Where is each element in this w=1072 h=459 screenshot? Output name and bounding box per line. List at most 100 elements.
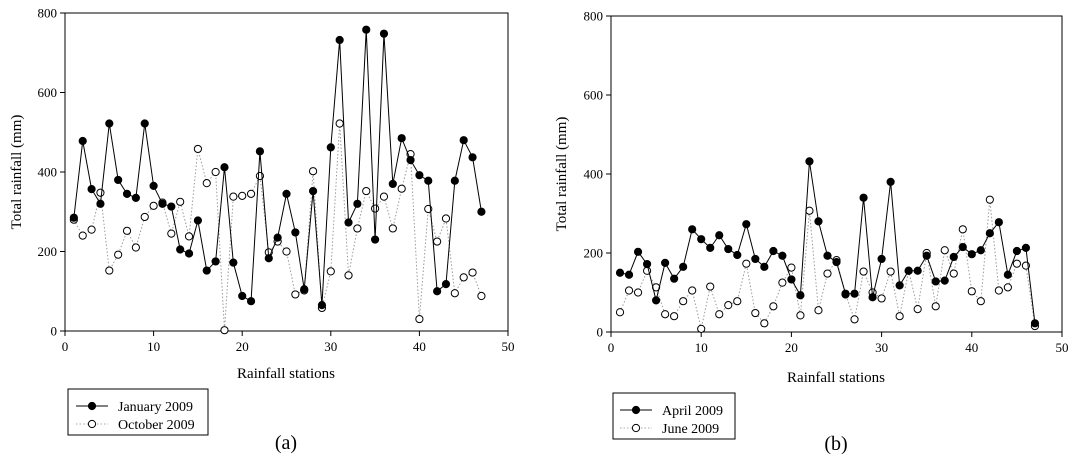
data-point bbox=[255, 147, 265, 156]
data-point bbox=[760, 262, 769, 271]
data-point bbox=[940, 276, 949, 285]
data-point bbox=[433, 237, 442, 246]
data-point bbox=[78, 231, 87, 240]
data-point bbox=[353, 224, 362, 233]
legend-marker-filled bbox=[631, 405, 641, 415]
data-point bbox=[415, 171, 424, 180]
data-point bbox=[220, 163, 229, 172]
legend-marker-filled bbox=[87, 401, 97, 411]
data-point bbox=[477, 291, 486, 301]
y-tick-label: 0 bbox=[597, 325, 604, 340]
data-point bbox=[661, 310, 670, 319]
x-tick-label: 40 bbox=[965, 340, 978, 355]
data-point bbox=[724, 244, 733, 254]
x-tick-label: 50 bbox=[1056, 340, 1069, 355]
data-point bbox=[450, 176, 459, 185]
data-point bbox=[985, 195, 994, 204]
data-point bbox=[371, 235, 380, 244]
x-tick-label: 50 bbox=[502, 339, 515, 354]
data-point bbox=[615, 308, 625, 317]
data-point bbox=[114, 250, 123, 259]
data-point bbox=[96, 199, 105, 208]
data-point bbox=[140, 212, 149, 222]
data-point bbox=[379, 192, 389, 201]
data-point bbox=[326, 267, 335, 276]
data-point bbox=[895, 312, 904, 321]
x-axis-title: Rainfall stations bbox=[237, 366, 335, 382]
data-point bbox=[433, 287, 442, 296]
y-axis-title: Total rainfall (mm) bbox=[9, 115, 25, 230]
data-point bbox=[415, 314, 424, 324]
data-point bbox=[406, 155, 415, 165]
data-point bbox=[751, 254, 760, 264]
y-tick-label: 200 bbox=[584, 246, 604, 261]
data-point bbox=[308, 167, 318, 176]
data-point bbox=[477, 207, 486, 216]
x-tick-label: 10 bbox=[147, 339, 160, 354]
data-point bbox=[149, 181, 158, 191]
y-tick-label: 800 bbox=[584, 9, 604, 24]
data-point bbox=[652, 296, 661, 305]
data-point bbox=[706, 243, 715, 252]
data-point bbox=[193, 216, 202, 225]
data-point bbox=[122, 226, 132, 235]
data-point bbox=[787, 275, 796, 284]
data-point bbox=[184, 249, 194, 258]
data-point bbox=[282, 189, 291, 198]
data-point bbox=[958, 242, 967, 252]
data-point bbox=[317, 301, 327, 310]
data-point bbox=[105, 119, 114, 128]
data-point bbox=[167, 202, 176, 211]
data-point bbox=[724, 301, 733, 310]
data-point bbox=[87, 184, 96, 194]
data-point bbox=[922, 251, 931, 260]
data-point bbox=[131, 243, 140, 252]
data-point bbox=[300, 285, 309, 294]
data-point bbox=[459, 136, 468, 145]
x-tick-label: 0 bbox=[608, 340, 615, 355]
data-point bbox=[796, 291, 805, 300]
data-point bbox=[976, 297, 985, 306]
x-tick-label: 30 bbox=[324, 339, 337, 354]
data-point bbox=[949, 252, 958, 262]
data-point bbox=[913, 266, 922, 275]
data-point bbox=[751, 308, 760, 318]
data-point bbox=[459, 273, 468, 282]
data-point bbox=[220, 326, 229, 335]
x-axis-title: Rainfall stations bbox=[787, 370, 885, 386]
data-point bbox=[140, 119, 149, 128]
data-point bbox=[229, 192, 238, 201]
data-point bbox=[96, 188, 105, 197]
data-point bbox=[805, 206, 814, 215]
data-point bbox=[441, 214, 451, 223]
data-point bbox=[624, 270, 634, 279]
legend-marker-open bbox=[631, 423, 641, 433]
data-point bbox=[105, 266, 114, 275]
data-point bbox=[742, 220, 751, 229]
data-point bbox=[742, 259, 751, 268]
x-axis-ticks: 0 10 20 30 40 50 bbox=[62, 331, 515, 354]
data-point bbox=[335, 35, 344, 45]
data-point bbox=[246, 189, 256, 198]
legend-label-series-1: January 2009 bbox=[118, 400, 193, 415]
data-point bbox=[670, 274, 679, 283]
chart-panel-a: 0 200 400 600 800 0 10 20 30 40 50 Total rainfall… bbox=[9, 6, 515, 455]
data-point bbox=[642, 259, 652, 269]
data-point bbox=[904, 266, 913, 275]
data-point bbox=[353, 199, 362, 208]
data-point bbox=[282, 247, 291, 256]
data-point bbox=[886, 177, 895, 186]
data-point bbox=[397, 134, 406, 143]
data-point bbox=[733, 297, 742, 306]
data-point bbox=[246, 297, 256, 306]
data-point bbox=[850, 315, 859, 324]
y-tick-label: 400 bbox=[584, 167, 604, 182]
data-point bbox=[985, 229, 994, 238]
data-point bbox=[1012, 259, 1022, 268]
legend-marker-open bbox=[87, 419, 97, 429]
data-point bbox=[397, 184, 406, 193]
data-point bbox=[158, 199, 167, 208]
data-point bbox=[633, 247, 643, 256]
data-point bbox=[688, 286, 697, 295]
